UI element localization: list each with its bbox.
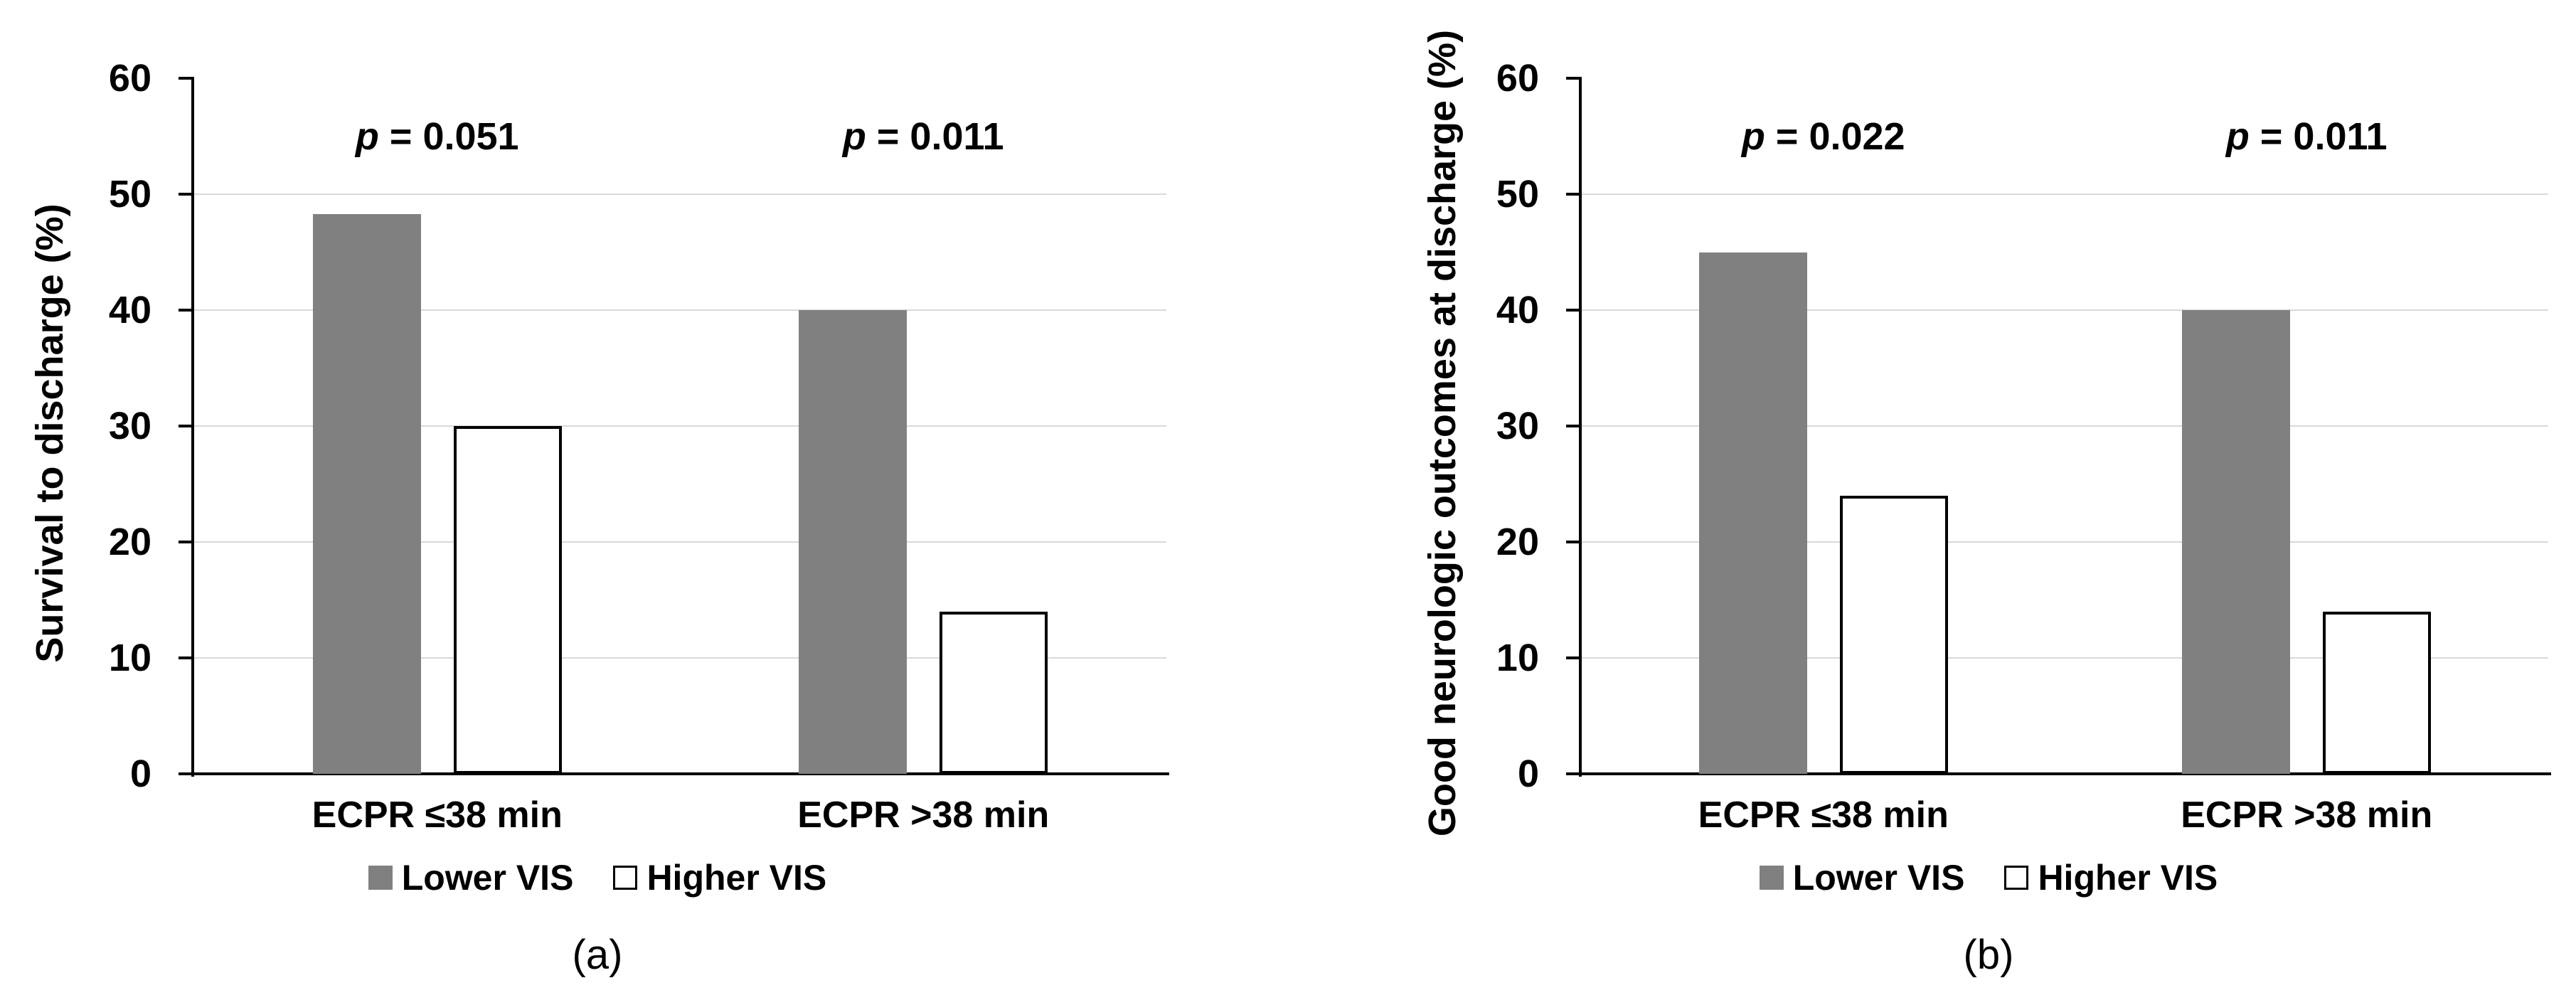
x-category-label: ECPR >38 min: [2181, 794, 2433, 836]
bar-lower-vis-group-1: [312, 213, 421, 774]
bar-higher-vis-group-2: [940, 611, 1048, 774]
y-tick-label: 50: [108, 173, 151, 216]
y-tick-label: 40: [1496, 289, 1539, 331]
chart-caption: (a): [572, 932, 623, 978]
legend-label: Higher VIS: [2038, 858, 2218, 898]
p-value-annotation: p = 0.011: [2058, 114, 2555, 159]
gridline: [194, 541, 1166, 543]
y-tick-label: 10: [1496, 637, 1539, 679]
x-axis-line: [1579, 772, 2551, 775]
gridline: [194, 425, 1166, 427]
p-symbol: p: [2225, 115, 2250, 158]
x-category-label: ECPR >38 min: [797, 794, 1050, 836]
y-tick-label: 60: [1496, 57, 1539, 100]
legend-label: Lower VIS: [1792, 858, 1965, 898]
gridline: [1582, 425, 2548, 427]
p-symbol: p: [1741, 115, 1765, 158]
x-category-label: ECPR ≤38 min: [312, 794, 563, 836]
p-value-text: = 0.011: [866, 115, 1004, 158]
legend-item-lower-vis: Lower VIS: [368, 858, 574, 898]
y-tick-label: 10: [108, 637, 151, 679]
legend-item-higher-vis: Higher VIS: [2004, 858, 2218, 898]
gridline: [194, 193, 1166, 195]
bar-higher-vis-group-1: [1839, 495, 1948, 774]
y-tick-label: 40: [108, 289, 151, 331]
legend-item-higher-vis: Higher VIS: [613, 858, 826, 898]
p-value-annotation: p = 0.011: [674, 114, 1172, 159]
y-tick-label: 30: [108, 405, 151, 447]
y-tick-mark: [179, 309, 194, 312]
gridline: [1582, 657, 2548, 659]
gridline: [1582, 193, 2548, 195]
legend: Lower VIS Higher VIS: [1562, 858, 2415, 898]
y-tick-label: 60: [108, 57, 151, 100]
x-axis-line: [191, 772, 1169, 775]
legend-label: Higher VIS: [646, 858, 827, 898]
bar-higher-vis-group-1: [453, 426, 562, 774]
y-tick-mark: [179, 193, 194, 196]
y-tick-mark: [1566, 77, 1582, 80]
legend-label: Lower VIS: [401, 858, 574, 898]
bar-lower-vis-group-2: [2182, 310, 2291, 774]
legend-marker-higher-vis-icon: [2004, 866, 2029, 890]
y-tick-label: 0: [129, 753, 151, 795]
p-value-text: = 0.011: [2249, 115, 2388, 158]
y-tick-mark: [1566, 193, 1582, 196]
gridline: [194, 309, 1166, 311]
y-axis-title: Good neurologic outcomes at discharge (%…: [1421, 29, 1464, 837]
p-value-text: = 0.022: [1765, 115, 1905, 158]
bar-lower-vis-group-2: [799, 310, 908, 774]
y-tick-mark: [179, 77, 194, 80]
legend-marker-lower-vis-icon: [1759, 866, 1784, 890]
bar-higher-vis-group-2: [2323, 611, 2432, 774]
y-tick-mark: [179, 541, 194, 543]
y-tick-mark: [1566, 656, 1582, 659]
y-tick-label: 50: [1496, 173, 1539, 216]
y-tick-label: 0: [1517, 753, 1539, 795]
p-value-annotation: p = 0.022: [1575, 114, 2072, 159]
y-tick-mark: [1566, 309, 1582, 312]
y-tick-mark: [1566, 425, 1582, 427]
y-tick-label: 30: [1496, 405, 1539, 447]
gridline: [1582, 309, 2548, 311]
y-axis-line: [191, 78, 194, 777]
y-tick-mark: [179, 772, 194, 775]
gridline: [1582, 541, 2548, 543]
p-value-text: = 0.051: [378, 115, 519, 158]
y-tick-mark: [179, 425, 194, 427]
y-axis-line: [1579, 78, 1582, 777]
y-tick-label: 20: [108, 521, 151, 563]
p-symbol: p: [842, 115, 866, 158]
y-tick-mark: [179, 656, 194, 659]
gridline: [194, 657, 1166, 659]
y-tick-mark: [1566, 772, 1582, 775]
p-value-annotation: p = 0.051: [188, 114, 686, 159]
y-tick-label: 20: [1496, 521, 1539, 563]
bar-lower-vis-group-1: [1698, 252, 1807, 774]
legend-marker-higher-vis-icon: [613, 866, 638, 890]
legend: Lower VIS Higher VIS: [171, 858, 1024, 898]
y-tick-mark: [1566, 541, 1582, 543]
p-symbol: p: [355, 115, 379, 158]
chart-caption: (b): [1963, 932, 2014, 978]
legend-marker-lower-vis-icon: [368, 866, 393, 890]
legend-item-lower-vis: Lower VIS: [1759, 858, 1965, 898]
x-category-label: ECPR ≤38 min: [1698, 794, 1949, 836]
